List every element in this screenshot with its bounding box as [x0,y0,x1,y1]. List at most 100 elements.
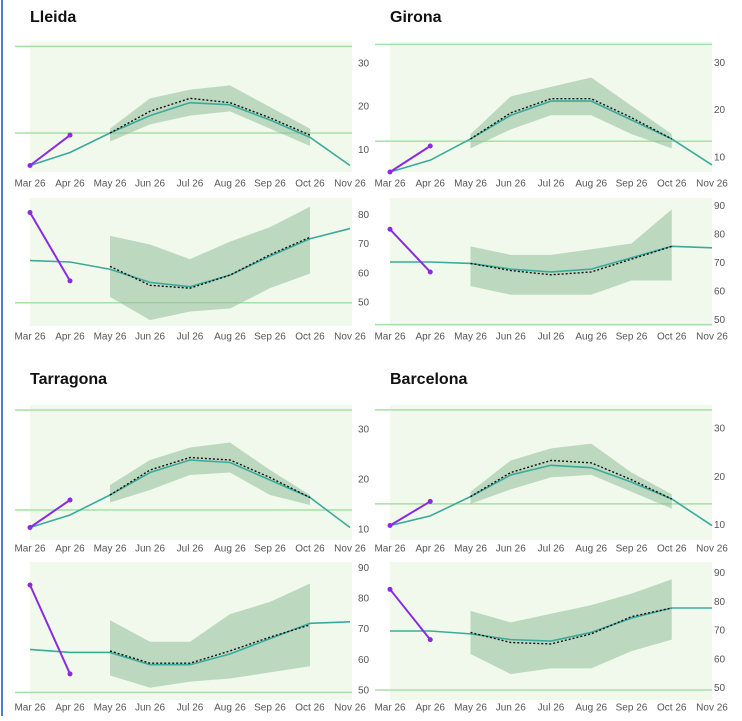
observed-line [29,212,71,282]
model-line [389,464,713,527]
y-tick-label: 80 [358,210,370,221]
y-tick-label: 20 [714,105,726,116]
forecast-line [470,459,673,500]
uncertainty-band [110,85,310,146]
forecast-line [109,236,311,289]
panel-title: Barcelona [390,371,467,388]
y-tick-label: 50 [358,685,370,696]
model-line [390,607,712,642]
y-tick-label: 60 [358,655,370,666]
x-tick-label: May 26 [454,703,487,714]
x-tick-label: Jun 26 [496,544,526,555]
y-tick-label: 60 [358,268,370,279]
uncertainty-band [470,77,672,149]
x-tick-label: Jun 26 [496,332,526,343]
x-tick-label: Oct 26 [657,703,687,714]
x-tick-label: May 26 [94,332,127,343]
x-tick-label: Apr 26 [55,332,85,343]
x-tick-label: Mar 26 [14,703,46,714]
observed-point [427,637,433,643]
y-tick-label: 60 [714,287,726,298]
uncertainty-band [470,579,672,675]
x-tick-label: May 26 [454,332,487,343]
x-tick-label: Apr 26 [55,179,85,190]
x-tick-label: Jul 26 [177,332,204,343]
observed-point [67,278,73,284]
model-line [389,100,713,173]
observed-point [27,582,33,588]
x-tick-label: Aug 26 [214,703,246,714]
x-tick-label: Mar 26 [14,332,46,343]
x-tick-label: Apr 26 [416,179,446,190]
x-tick-label: Nov 26 [334,703,366,714]
x-tick-label: Jul 26 [538,332,565,343]
x-tick-label: Aug 26 [575,332,607,343]
observed-point [387,226,393,232]
y-tick-label: 90 [358,563,370,574]
model-line [29,227,351,288]
x-tick-label: May 26 [454,179,487,190]
x-tick-label: Sep 26 [254,179,286,190]
x-tick-label: Sep 26 [616,544,648,555]
x-tick-label: May 26 [94,703,127,714]
x-tick-label: Jun 26 [135,332,165,343]
x-tick-label: Sep 26 [616,703,648,714]
y-tick-label: 30 [714,58,726,69]
x-tick-label: Mar 26 [14,544,46,555]
forecast-line [470,245,672,276]
x-tick-label: May 26 [94,544,127,555]
y-tick-label: 20 [358,475,370,486]
x-tick-label: Sep 26 [254,544,286,555]
y-tick-label: 20 [714,472,726,483]
x-tick-label: Aug 26 [575,703,607,714]
model-line [29,621,351,666]
x-tick-label: Sep 26 [254,332,286,343]
uncertainty-band [110,442,310,505]
observed-point [387,169,393,175]
x-tick-label: Sep 26 [616,179,648,190]
x-tick-label: Nov 26 [696,332,728,343]
observed-point [387,523,393,529]
x-tick-label: Mar 26 [374,332,406,343]
x-tick-label: Sep 26 [616,332,648,343]
y-tick-label: 10 [714,152,726,163]
x-tick-label: Aug 26 [214,544,246,555]
y-tick-label: 70 [358,624,370,635]
x-tick-label: Oct 26 [295,332,325,343]
model-line [29,459,351,529]
x-tick-label: Jun 26 [496,179,526,190]
observed-line [389,228,431,273]
x-tick-label: Jun 26 [135,703,165,714]
y-tick-label: 50 [714,683,726,694]
observed-line [29,584,71,675]
x-tick-label: May 26 [454,544,487,555]
uncertainty-band [470,443,672,509]
x-tick-label: Aug 26 [214,332,246,343]
uncertainty-band [110,583,310,688]
forecast-line [470,607,672,645]
x-tick-label: Oct 26 [657,179,687,190]
x-tick-label: Mar 26 [374,703,406,714]
y-tick-label: 20 [358,102,370,113]
observed-line [389,145,431,173]
x-tick-label: Oct 26 [295,179,325,190]
y-tick-label: 70 [714,258,726,269]
x-tick-label: Mar 26 [374,544,406,555]
y-tick-label: 80 [358,593,370,604]
x-tick-label: Apr 26 [416,703,446,714]
x-tick-label: Aug 26 [575,179,607,190]
observed-point [67,497,73,503]
x-tick-label: Nov 26 [696,179,728,190]
x-tick-label: Jun 26 [496,703,526,714]
observed-point [427,498,433,504]
x-tick-label: Sep 26 [254,703,286,714]
observed-line [29,499,71,529]
uncertainty-band [110,206,310,321]
observed-point [27,210,33,216]
x-tick-label: Apr 26 [416,332,446,343]
forecast-line [109,456,311,499]
y-tick-label: 60 [714,654,726,665]
x-tick-label: Jun 26 [135,544,165,555]
x-tick-label: Jul 26 [177,703,204,714]
